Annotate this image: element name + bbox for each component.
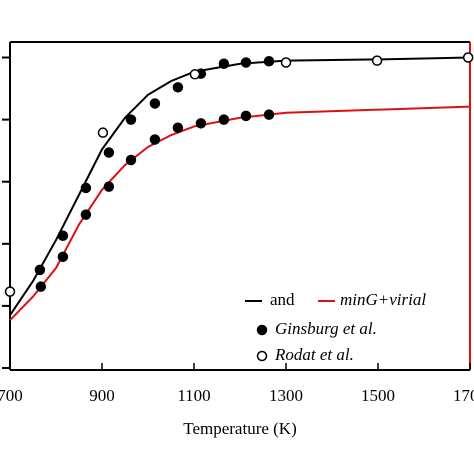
- x-tick-label: 900: [89, 386, 115, 405]
- legend-connector: and: [270, 290, 295, 309]
- data-point: [149, 134, 161, 145]
- data-point: [35, 281, 47, 292]
- x-tick-label: 1100: [177, 386, 210, 405]
- legend-label: Rodat et al.: [274, 345, 354, 364]
- data-point: [57, 251, 69, 263]
- data-point: [218, 114, 230, 125]
- data-point: [103, 147, 115, 158]
- data-point: [125, 114, 137, 125]
- data-point: [263, 109, 275, 120]
- data-point: [149, 98, 161, 109]
- x-tick-label: 700: [0, 386, 23, 405]
- data-point: [462, 52, 474, 63]
- data-point: [34, 264, 46, 276]
- data-point: [189, 69, 201, 80]
- legend-marker: [256, 324, 268, 336]
- legend-marker: [256, 350, 268, 362]
- data-point: [80, 209, 92, 220]
- data-point: [80, 182, 92, 194]
- data-point: [172, 82, 184, 93]
- data-point: [103, 181, 115, 192]
- data-point: [57, 230, 69, 241]
- data-point: [97, 127, 109, 138]
- legend-label: Ginsburg et al.: [275, 319, 377, 338]
- line: [9, 105, 471, 321]
- data-point: [195, 118, 207, 129]
- data-point: [218, 58, 230, 69]
- data-point: [125, 154, 137, 166]
- data-point: [240, 57, 252, 68]
- data-point: [4, 286, 16, 297]
- data-point: [263, 55, 275, 67]
- x-tick-label: 1300: [269, 386, 303, 405]
- legend-label: minG+virial: [340, 290, 426, 309]
- data-point: [280, 57, 292, 68]
- x-tick-label: 1500: [361, 386, 395, 405]
- data-point: [172, 122, 184, 133]
- x-axis-label: Temperature (K): [183, 419, 297, 438]
- data-point: [240, 110, 252, 122]
- x-tick-label: 1700: [453, 386, 474, 405]
- data-point: [371, 55, 383, 66]
